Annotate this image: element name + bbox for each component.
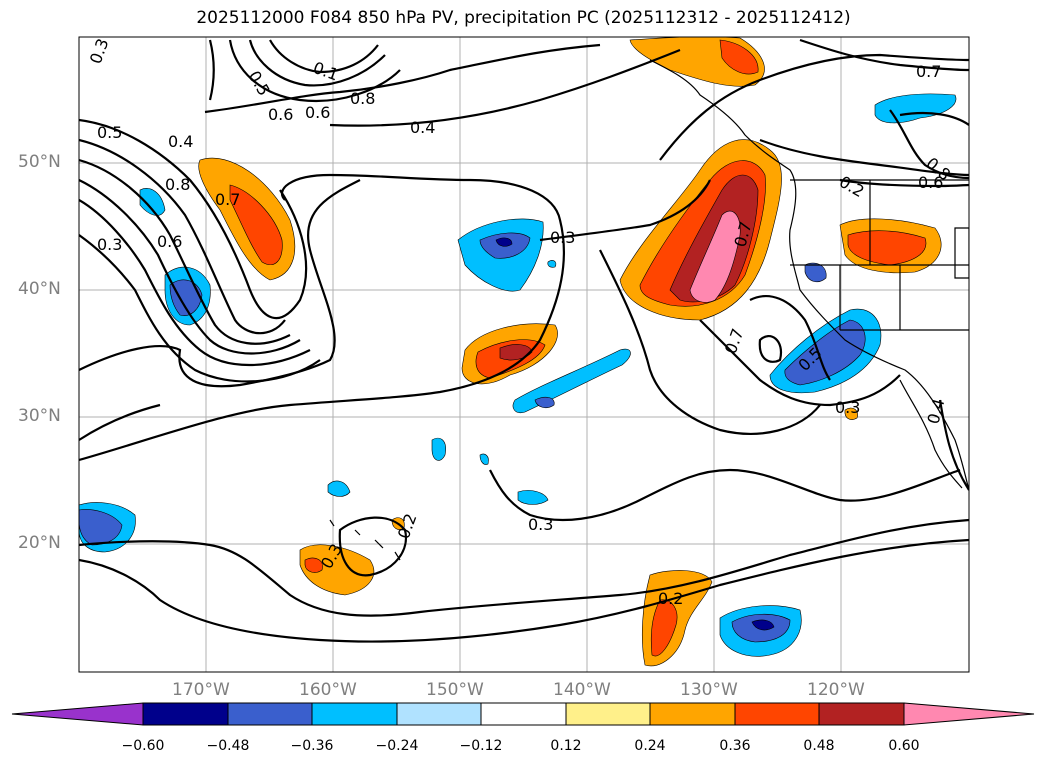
colorbar-tick: −0.36 [290, 738, 334, 754]
contour-label: 0.5 [97, 123, 122, 142]
contour-label: 0.6 [157, 232, 182, 251]
contour-label: 0.3 [528, 515, 553, 534]
colorbar-tick: −0.48 [206, 738, 250, 754]
lon-label-140w: 140°W [553, 680, 611, 700]
precip-shading [79, 37, 957, 667]
colorbar-tick: −0.24 [375, 738, 419, 754]
contour-label: 0.3 [835, 398, 860, 417]
lon-label-120w: 120°W [807, 680, 865, 700]
contour-label: 0.4 [410, 118, 435, 137]
contour-label: 0.6 [268, 105, 293, 124]
colorbar-extend-high [903, 702, 1035, 726]
colorbar-tick: 0.36 [719, 738, 751, 754]
contour-label: 0.3 [97, 235, 122, 254]
lon-label-160w: 160°W [299, 680, 357, 700]
lat-label-20n: 20°N [18, 533, 61, 553]
colorbar-tick: 0.12 [550, 738, 582, 754]
colorbar [11, 702, 1035, 726]
contour-label: 0.7 [916, 62, 941, 81]
lon-label-130w: 130°W [680, 680, 738, 700]
contour-label: 0.8 [165, 175, 190, 194]
colorbar-tick: 0.60 [888, 738, 920, 754]
lon-label-170w: 170°W [172, 680, 230, 700]
contour-label: 0.6 [918, 173, 943, 192]
contour-label: 0.8 [350, 89, 375, 108]
coastlines [329, 59, 969, 561]
lon-label-150w: 150°W [426, 680, 484, 700]
colorbar-tick: −0.12 [459, 738, 503, 754]
lat-label-50n: 50°N [18, 152, 61, 172]
colorbar-tick: −0.60 [121, 738, 165, 754]
contour-label: 0.2 [658, 589, 683, 608]
contour-label: 0.6 [305, 103, 330, 122]
contour-label: 0.4 [168, 132, 193, 151]
contour-label: 0.7 [215, 190, 240, 209]
colorbar-tick: 0.48 [803, 738, 835, 754]
lat-label-40n: 40°N [18, 279, 61, 299]
pv-contours [79, 38, 969, 643]
colorbar-extend-low [11, 702, 144, 726]
map-frame [78, 36, 970, 673]
map-title: 2025112000 F084 850 hPa PV, precipitatio… [196, 8, 851, 28]
contour-label: 0.3 [550, 228, 575, 247]
colorbar-tick: 0.24 [634, 738, 666, 754]
lat-label-30n: 30°N [18, 406, 61, 426]
